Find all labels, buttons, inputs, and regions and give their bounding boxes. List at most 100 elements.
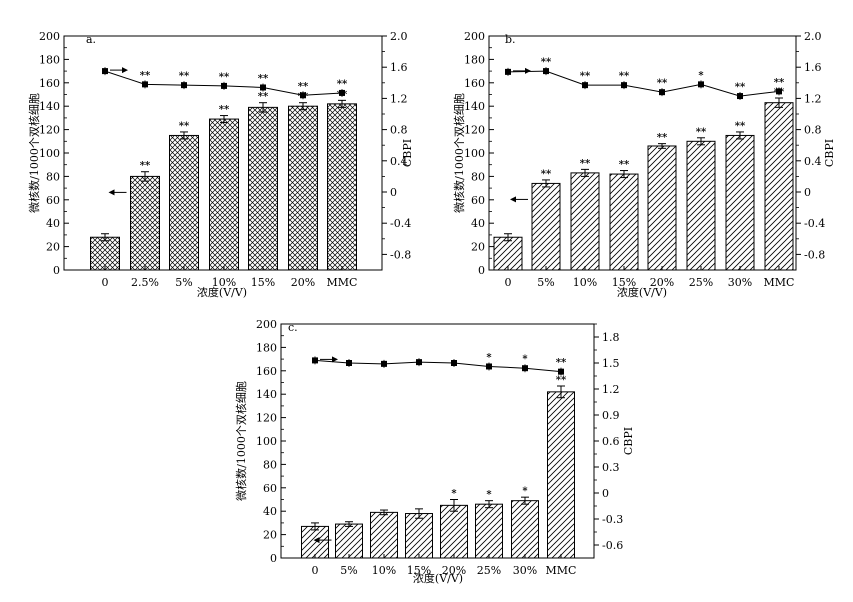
y2-tick-label: 0.6 — [602, 435, 620, 448]
panel-label: a. — [86, 33, 96, 46]
y-tick-label: 200 — [256, 318, 277, 331]
y-tick-label: 40 — [46, 217, 60, 230]
x-tick-label: 10% — [573, 276, 597, 289]
cbpi-point — [621, 82, 627, 89]
y-tick-label: 100 — [464, 147, 485, 160]
bar — [609, 173, 639, 271]
cbpi-point — [102, 68, 108, 75]
bar-significance-mark: ** — [219, 105, 230, 116]
x-tick-label: 15% — [407, 564, 431, 577]
bar — [493, 236, 523, 271]
bar — [725, 134, 755, 271]
y-axis-title: 微核数/1000个双核细胞 — [234, 381, 248, 501]
cbpi-significance-mark: ** — [541, 57, 552, 68]
y-tick-label: 160 — [39, 77, 60, 90]
x-tick-label: 5% — [175, 276, 192, 289]
cbpi-point — [381, 360, 387, 367]
cbpi-point — [416, 359, 422, 366]
x-axis-title: 浓度(V/V) — [197, 285, 247, 299]
y-tick-label: 80 — [46, 170, 60, 183]
bar — [511, 500, 539, 559]
x-tick-label: 20% — [442, 564, 466, 577]
y2-tick-label: 0.9 — [602, 409, 620, 422]
x-tick-label: 0 — [312, 564, 319, 577]
cbpi-significance-mark: * — [486, 352, 492, 363]
bar — [90, 236, 120, 271]
y-tick-label: 20 — [263, 529, 277, 542]
bar-significance-mark: ** — [580, 158, 591, 169]
y-tick-label: 60 — [471, 194, 485, 207]
right-axis-arrow-head — [122, 67, 128, 74]
x-tick-label: 25% — [689, 276, 713, 289]
cbpi-point — [698, 81, 704, 88]
left-axis-arrow-head — [313, 537, 320, 544]
y-tick-label: 200 — [39, 30, 60, 43]
y-tick-label: 160 — [256, 365, 277, 378]
y-tick-label: 60 — [263, 482, 277, 495]
y-tick-label: 40 — [471, 217, 485, 230]
y2-tick-label: -0.4 — [804, 217, 825, 230]
y2-tick-label: 1.6 — [804, 61, 822, 74]
cbpi-point — [300, 92, 306, 99]
cbpi-point — [558, 368, 564, 375]
bar — [169, 134, 199, 271]
cbpi-significance-mark: ** — [219, 72, 230, 83]
bar — [130, 175, 160, 271]
y2-tick-label: 1.6 — [390, 61, 408, 74]
cbpi-point — [543, 68, 549, 75]
x-axis-title: 浓度(V/V) — [413, 571, 463, 585]
cbpi-point — [339, 89, 345, 96]
cbpi-point — [505, 68, 511, 75]
bar — [327, 103, 357, 271]
y-tick-label: 40 — [263, 505, 277, 518]
cbpi-significance-mark: * — [698, 70, 704, 81]
y-tick-label: 120 — [39, 124, 60, 137]
panel-b: 0 20 40 60 80 100 120 140 160 180 200 -0.8 -0.4 0 0.4 0… — [452, 30, 836, 299]
cbpi-significance-mark: ** — [774, 77, 785, 88]
cbpi-significance-mark: ** — [556, 358, 567, 369]
cbpi-point — [221, 82, 227, 89]
y2-axis-title: CBPI — [622, 427, 635, 455]
x-tick-label: 20% — [650, 276, 674, 289]
bar — [475, 503, 503, 559]
x-tick-label: MMC — [327, 276, 358, 289]
y2-tick-label: 0.4 — [390, 155, 408, 168]
bar-significance-mark: ** — [140, 161, 151, 172]
x-tick-label: 20% — [291, 276, 315, 289]
y2-tick-label: 1.5 — [602, 357, 620, 370]
cbpi-point — [659, 89, 665, 96]
cbpi-significance-mark: ** — [580, 71, 591, 82]
y2-tick-label: 2.0 — [390, 30, 408, 43]
cbpi-significance-mark: ** — [337, 79, 348, 90]
bar-significance-mark: * — [451, 489, 457, 500]
y2-tick-label: -0.3 — [602, 513, 623, 526]
y-axis-title: 微核数/1000个双核细胞 — [452, 93, 466, 213]
y-tick-label: 0 — [270, 552, 277, 565]
cbpi-point — [737, 93, 743, 100]
y-tick-label: 20 — [46, 241, 60, 254]
y-tick-label: 100 — [39, 147, 60, 160]
y2-axis-title: CBPI — [401, 139, 414, 167]
y2-tick-label: 1.8 — [602, 331, 620, 344]
bar-significance-mark: * — [486, 490, 492, 501]
x-tick-label: 0 — [102, 276, 109, 289]
bar-significance-mark: * — [522, 486, 528, 497]
bar — [764, 102, 794, 271]
y-tick-label: 20 — [471, 241, 485, 254]
y-tick-label: 200 — [464, 30, 485, 43]
y-tick-label: 140 — [464, 100, 485, 113]
cbpi-point — [776, 88, 782, 95]
y2-tick-label: 0.8 — [390, 124, 408, 137]
y-tick-label: 60 — [46, 194, 60, 207]
y2-tick-label: 0 — [804, 186, 811, 199]
y-tick-label: 120 — [464, 124, 485, 137]
cbpi-line — [507, 70, 780, 97]
bar — [686, 140, 716, 271]
y-tick-label: 100 — [256, 435, 277, 448]
bar — [301, 525, 329, 559]
y2-tick-label: 0 — [390, 186, 397, 199]
y2-tick-label: 2.0 — [804, 30, 822, 43]
cbpi-point — [181, 82, 187, 89]
bar-significance-mark: ** — [258, 92, 269, 103]
